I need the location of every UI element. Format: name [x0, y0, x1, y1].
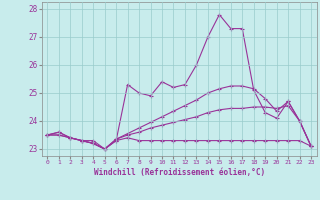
X-axis label: Windchill (Refroidissement éolien,°C): Windchill (Refroidissement éolien,°C) — [94, 168, 265, 177]
